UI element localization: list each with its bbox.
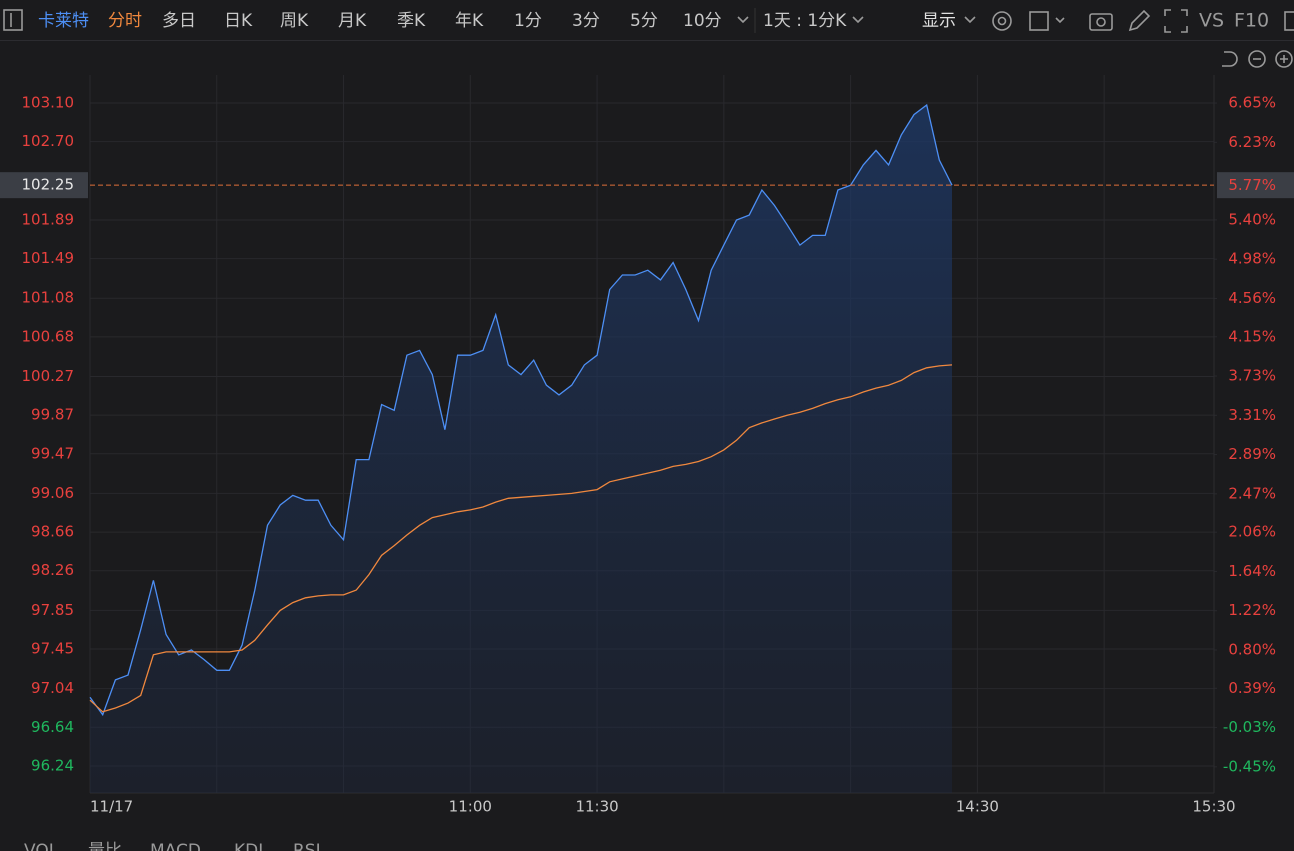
indicator-tab[interactable]: VOL — [24, 841, 59, 851]
y2-tick-label: 5.40% — [1228, 210, 1276, 228]
vs-button[interactable]: VS — [1199, 10, 1224, 32]
y2-tick-label: 2.06% — [1228, 523, 1276, 541]
caret[interactable] — [964, 16, 976, 24]
y2-tick-label: 4.98% — [1228, 250, 1276, 268]
period-select[interactable]: 1天 : 1分K — [763, 11, 847, 31]
x-tick-label: 11:00 — [449, 798, 492, 816]
x-tick-label: 14:30 — [956, 798, 999, 816]
last-pct-box — [1217, 172, 1294, 199]
indicator-tab[interactable]: MACD — [150, 841, 201, 851]
period-tab[interactable]: 季K — [397, 11, 426, 31]
y2-tick-label: 0.80% — [1228, 640, 1276, 658]
y2-tick-label: 3.73% — [1228, 367, 1276, 385]
caret[interactable] — [852, 16, 864, 24]
period-tab[interactable]: 多日 — [162, 11, 196, 31]
y2-tick-label: 4.15% — [1228, 327, 1276, 345]
x-tick-label: 11/17 — [90, 798, 133, 816]
x-tick-label: 15:30 — [1192, 798, 1235, 816]
period-tab[interactable]: 1分 — [514, 11, 542, 31]
y2-tick-label: 0.39% — [1228, 679, 1276, 697]
y2-tick-label: 1.22% — [1228, 601, 1276, 619]
layout-icon[interactable] — [1029, 11, 1049, 31]
camera-icon[interactable] — [1089, 13, 1113, 31]
y-tick-label: 99.87 — [31, 406, 74, 424]
y-tick-label: 96.24 — [31, 756, 74, 774]
y2-tick-label: 4.56% — [1228, 289, 1276, 307]
price-area — [90, 105, 953, 793]
f10-button[interactable]: F10 — [1234, 10, 1269, 32]
y2-tick-label: 6.23% — [1228, 133, 1276, 151]
indicator-tab[interactable]: KDJ — [234, 841, 263, 851]
y-tick-label: 97.04 — [31, 679, 74, 697]
last-pct-label: 5.77% — [1228, 176, 1276, 194]
y2-tick-label: 2.47% — [1228, 484, 1276, 502]
zoom-in-plus — [1280, 55, 1288, 63]
period-tab[interactable]: 分时 — [108, 11, 142, 31]
period-tab[interactable]: 10分 — [683, 11, 722, 31]
zoom-controls — [1222, 50, 1293, 68]
y2-tick-label: 6.65% — [1228, 94, 1276, 112]
y-tick-label: 97.45 — [31, 640, 74, 658]
x-tick-label: 11:30 — [575, 798, 618, 816]
period-tab[interactable]: 年K — [455, 11, 484, 31]
y2-tick-label: -0.45% — [1223, 757, 1276, 775]
y-tick-label: 99.06 — [31, 484, 74, 502]
fullscreen-icon[interactable] — [1164, 9, 1188, 33]
period-tab[interactable]: 日K — [224, 11, 253, 31]
reset-icon[interactable] — [1222, 51, 1238, 67]
display-button[interactable]: 显示 — [922, 11, 956, 31]
y-tick-label: 98.66 — [31, 523, 74, 541]
y2-tick-label: 2.89% — [1228, 445, 1276, 463]
last-price-box — [0, 172, 88, 199]
indicator-tabs: VOL 量比 MACD KDJ RSI — [24, 841, 321, 851]
zoom-in-icon[interactable] — [1275, 50, 1293, 68]
y-tick-label: 98.26 — [31, 561, 74, 579]
y-tick-label: 100.68 — [22, 327, 75, 345]
last-price-label: 102.25 — [22, 176, 75, 194]
y-tick-label: 101.49 — [22, 249, 75, 267]
period-tab[interactable]: 月K — [338, 11, 367, 31]
y-tick-label: 101.89 — [22, 210, 75, 228]
zoom-out-icon[interactable] — [1248, 50, 1266, 68]
y-tick-label: 99.47 — [31, 444, 74, 462]
y2-tick-label: -0.03% — [1223, 718, 1276, 736]
y-tick-label: 103.10 — [22, 94, 75, 112]
settings-icon[interactable] — [992, 11, 1012, 31]
caret[interactable] — [1055, 17, 1065, 24]
settings-icon-core — [997, 16, 1007, 26]
caret[interactable] — [737, 16, 749, 24]
menu-icon[interactable] — [3, 9, 23, 31]
indicator-tab[interactable]: RSI — [293, 841, 321, 851]
draw-icon[interactable] — [1128, 9, 1151, 32]
y-tick-label: 97.85 — [31, 601, 74, 619]
y-tick-label: 96.64 — [31, 718, 74, 736]
indicator-tab[interactable]: 量比 — [88, 841, 122, 851]
average-line — [89, 364, 953, 713]
y2-tick-label: 3.31% — [1228, 406, 1276, 424]
y-tick-label: 102.70 — [22, 132, 75, 150]
period-tab[interactable]: 5分 — [630, 11, 658, 31]
stock-name[interactable]: 卡莱特 — [38, 11, 89, 31]
panel-icon[interactable] — [1284, 11, 1294, 31]
y-tick-label: 100.27 — [22, 367, 75, 385]
camera-lens — [1096, 17, 1106, 27]
y2-tick-label: 1.64% — [1228, 562, 1276, 580]
period-tab[interactable]: 周K — [280, 11, 309, 31]
y-tick-label: 101.08 — [22, 289, 75, 307]
plot: 11/17 11:00 11:30 14:30 15:30 103.10 102.70 101… — [0, 75, 1294, 816]
toolbar: 卡莱特 分时 多日 日K 周K 月K 季K 年K 1分 3分 5分 10分 1天 : 1分K 显示 … — [3, 8, 1294, 33]
period-tab[interactable]: 3分 — [572, 11, 600, 31]
price-line — [89, 103, 953, 717]
